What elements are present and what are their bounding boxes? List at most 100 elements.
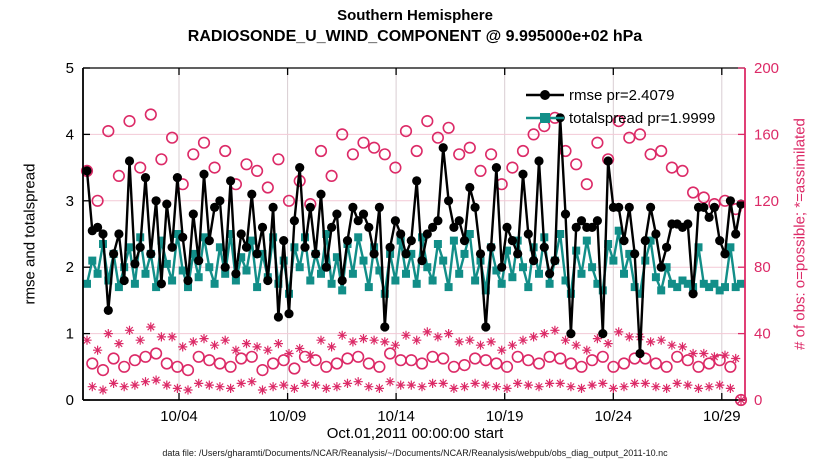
totalspread-marker — [636, 289, 644, 298]
assimilated-obs-marker — [481, 380, 491, 390]
totalspread-marker — [327, 279, 336, 288]
rmse-marker — [550, 256, 560, 266]
rmse-marker — [624, 202, 634, 212]
possible-obs-marker — [527, 128, 540, 141]
assimilated-obs-marker — [374, 383, 384, 393]
possible-obs-marker — [309, 354, 322, 367]
rmse-marker — [640, 236, 650, 246]
totalspread-marker — [449, 236, 458, 245]
totalspread-marker — [306, 276, 315, 285]
possible-obs-marker — [543, 350, 556, 363]
assimilated-obs-marker — [422, 327, 432, 337]
totalspread-marker — [545, 279, 554, 288]
rmse-marker — [507, 236, 517, 246]
rmse-marker — [252, 249, 262, 259]
possible-obs-marker — [686, 186, 700, 199]
rmse-marker — [513, 249, 523, 259]
assimilated-obs-marker — [390, 340, 400, 350]
assimilated-obs-marker — [130, 380, 140, 390]
rmse-marker — [475, 249, 486, 259]
totalspread-marker — [455, 269, 464, 278]
assimilated-obs-marker — [428, 378, 438, 388]
rmse-marker — [614, 202, 624, 212]
possible-obs-marker — [421, 114, 434, 128]
assimilated-obs-marker — [183, 385, 193, 395]
assimilated-obs-marker — [247, 377, 257, 387]
rmse-marker — [545, 269, 555, 279]
possible-obs-marker — [240, 158, 253, 171]
x-tick-label: 10/24 — [595, 408, 633, 425]
totalspread-marker — [412, 279, 421, 288]
possible-obs-marker — [692, 360, 705, 373]
x-tick-label: 10/29 — [703, 408, 741, 425]
totalspread-marker — [375, 266, 384, 275]
totalspread-marker — [359, 256, 368, 265]
possible-obs-marker — [102, 125, 115, 138]
possible-obs-marker — [522, 354, 535, 367]
data-file-annotation: data file: /Users/gharamti/Documents/NCA… — [162, 448, 668, 458]
totalspread-marker — [465, 230, 474, 238]
possible-obs-marker — [623, 131, 636, 144]
totalspread-marker — [646, 236, 655, 245]
assimilated-obs-marker — [523, 380, 533, 390]
assimilated-obs-marker — [252, 342, 262, 352]
totalspread-marker — [221, 269, 230, 278]
assimilated-obs-marker — [513, 378, 523, 388]
possible-obs-marker — [91, 194, 104, 207]
assimilated-obs-marker — [93, 345, 103, 355]
possible-obs-marker — [580, 178, 593, 191]
assimilated-obs-marker — [449, 383, 459, 393]
rmse-marker — [146, 249, 156, 259]
possible-obs-marker — [181, 364, 195, 377]
possible-obs-marker — [453, 148, 466, 161]
assimilated-obs-marker — [114, 339, 124, 349]
possible-obs-marker — [203, 354, 216, 367]
possible-obs-marker — [368, 141, 381, 154]
possible-obs-marker — [479, 354, 492, 367]
legend-label-rmse: rmse pr=2.4079 — [569, 86, 675, 104]
possible-obs-marker — [426, 350, 439, 363]
possible-obs-marker — [633, 128, 647, 141]
rmse-marker — [576, 216, 587, 226]
assimilated-obs-marker — [603, 339, 613, 349]
totalspread-marker — [444, 283, 453, 292]
rmse-marker — [502, 222, 512, 232]
possible-obs-marker — [564, 357, 578, 370]
totalspread-marker — [667, 279, 676, 288]
possible-obs-marker — [437, 352, 450, 365]
assimilated-obs-marker — [210, 340, 220, 350]
totalspread-marker — [402, 269, 410, 278]
possible-obs-marker — [245, 350, 258, 363]
possible-obs-marker — [532, 357, 546, 370]
rmse-marker — [337, 275, 347, 286]
totalspread-marker — [662, 263, 671, 272]
assimilated-obs-marker — [459, 382, 470, 392]
rmse-marker — [342, 236, 353, 246]
totalspread-marker — [418, 233, 426, 242]
assimilated-obs-marker — [619, 382, 629, 392]
assimilated-obs-marker — [672, 378, 682, 388]
assimilated-obs-marker — [103, 329, 113, 339]
assimilated-obs-marker — [417, 382, 427, 392]
totalspread-marker — [125, 243, 134, 252]
totalspread-marker — [242, 266, 251, 275]
rmse-marker — [598, 329, 608, 339]
assimilated-obs-marker — [566, 382, 576, 392]
assimilated-obs-marker — [199, 334, 209, 344]
possible-obs-marker — [267, 357, 280, 370]
assimilated-obs-marker — [550, 325, 560, 335]
assimilated-obs-marker — [486, 337, 496, 347]
assimilated-obs-marker — [475, 340, 486, 350]
totalspread-marker — [215, 243, 224, 252]
totalspread-marker — [253, 283, 262, 292]
totalspread-marker — [114, 283, 123, 292]
possible-obs-marker — [681, 354, 694, 367]
chart-title-variable: RADIOSONDE_U_WIND_COMPONENT @ 9.995000e+… — [187, 28, 643, 45]
possible-obs-marker — [660, 360, 673, 373]
assimilated-obs-marker — [156, 332, 166, 342]
totalspread-marker — [630, 283, 639, 292]
possible-obs-marker — [96, 364, 110, 377]
rmse-marker — [236, 229, 246, 239]
totalspread-marker — [152, 283, 161, 292]
right-tick-label: 160 — [754, 126, 779, 143]
